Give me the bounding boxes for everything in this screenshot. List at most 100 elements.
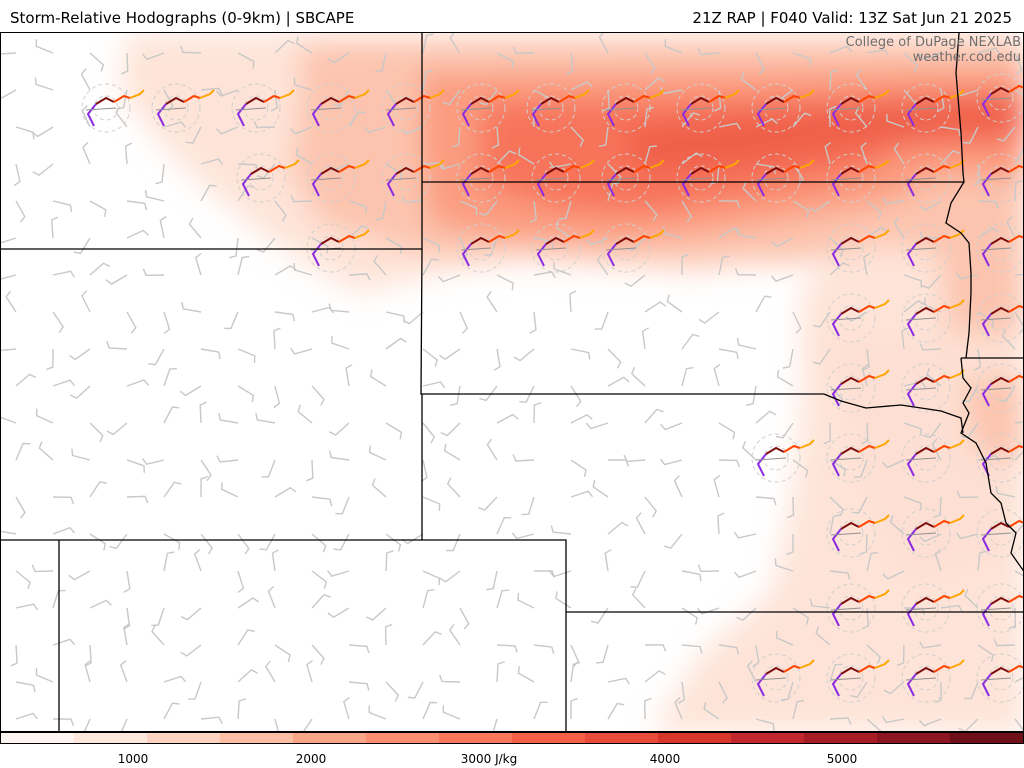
wind-barb (496, 413, 519, 424)
hodograph-range-ring (306, 83, 356, 133)
wind-barb (718, 200, 741, 208)
wind-barb (5, 290, 17, 313)
hodograph-trace (915, 666, 935, 675)
wind-barb (420, 459, 428, 483)
hodograph-range-ring (81, 83, 131, 133)
hodograph-trace (461, 103, 472, 127)
wind-barb (155, 163, 165, 185)
hodograph-range-ring (751, 653, 801, 703)
wind-barb (422, 33, 434, 54)
hodograph-trace (906, 243, 917, 267)
wind-barb (977, 311, 995, 329)
wind-barb (52, 270, 75, 278)
wind-barb (331, 336, 350, 350)
wind-barb (774, 558, 794, 572)
hodograph-trace (724, 89, 740, 99)
wind-barb (253, 120, 276, 129)
hodograph-trace (933, 234, 951, 243)
wind-barb (422, 701, 438, 720)
hodograph-range-ring (751, 153, 801, 203)
wind-barb (570, 490, 594, 498)
wind-barb (641, 327, 650, 350)
hodograph-trace (949, 439, 965, 449)
hodograph-trace (915, 596, 935, 605)
wind-barb (293, 262, 313, 276)
wind-barb (492, 718, 498, 731)
hodograph (826, 153, 890, 203)
map-title: Storm-Relative Hodographs (0-9km) | SBCA… (10, 9, 355, 27)
hodograph-range-ring (601, 83, 651, 133)
hodograph (531, 153, 595, 203)
wind-barb (121, 52, 129, 75)
wind-barb (328, 422, 350, 436)
wind-barb (256, 163, 276, 179)
storm-motion-vector (980, 677, 1012, 681)
hodograph (976, 583, 1023, 633)
storm-motion-vector (755, 457, 787, 461)
wind-barb (220, 482, 239, 498)
wind-barb (83, 718, 91, 731)
wind-barb (903, 607, 926, 616)
hodograph-trace (574, 89, 590, 99)
wind-barb (237, 698, 247, 720)
storm-motion-vector (905, 677, 937, 681)
hodograph-trace (461, 243, 472, 267)
wind-barb (1, 530, 17, 535)
wind-barb (607, 702, 625, 720)
storm-motion-vector (905, 247, 937, 251)
hodograph-trace (933, 664, 951, 673)
wind-barb (973, 163, 982, 186)
wind-barb (70, 385, 91, 399)
wind-barb (223, 311, 239, 330)
hodograph-trace (765, 446, 785, 455)
wind-barb (866, 48, 889, 56)
storm-motion-vector (830, 247, 862, 251)
colorbar-tick-label: 1000 (117, 752, 149, 766)
wind-barb (548, 570, 572, 578)
wind-barb (901, 327, 909, 350)
wind-barb (882, 570, 905, 580)
hodograph-trace (933, 444, 951, 453)
storm-motion-vector (385, 107, 417, 111)
hodograph (231, 83, 295, 133)
hodograph (526, 83, 590, 133)
wind-barb (681, 607, 698, 625)
wind-barb (68, 570, 91, 581)
hodograph-trace (874, 299, 890, 309)
wind-barb (742, 181, 757, 202)
hodograph-range-ring (826, 508, 876, 558)
wind-barb (677, 681, 686, 704)
hodograph-trace (708, 164, 726, 173)
wind-barb (607, 182, 620, 202)
colorbar-tick-label: 4000 (649, 752, 681, 766)
wind-barb (109, 533, 128, 550)
wind-barb (812, 348, 831, 365)
hodograph-trace (858, 304, 876, 313)
colorbar-segment (1, 733, 74, 743)
hodograph-trace (831, 173, 842, 197)
wind-barb (1014, 52, 1023, 76)
hodograph-trace (633, 164, 651, 173)
hodograph (976, 653, 1023, 703)
wind-barb (437, 274, 461, 283)
hodograph-range-ring (901, 153, 951, 203)
storm-motion-vector (905, 177, 937, 181)
hodograph-trace (165, 96, 185, 105)
model-run-valid-time: 21Z RAP | F040 Valid: 13Z Sat Jun 21 202… (692, 9, 1012, 27)
wind-barb (517, 147, 535, 165)
wind-barb (119, 659, 128, 683)
hodograph (601, 153, 665, 203)
storm-motion-vector (830, 532, 862, 536)
wind-barb (422, 496, 441, 511)
wind-barb (229, 237, 239, 259)
hodograph (751, 83, 815, 133)
wind-barb (215, 89, 239, 97)
wind-barb (940, 149, 961, 165)
wind-barb (52, 379, 76, 387)
map-panel[interactable]: College of DuPage NEXLAB weather.cod.edu (0, 32, 1024, 732)
wind-barb (883, 681, 905, 695)
wind-barb (333, 533, 350, 551)
wind-barb (919, 231, 942, 239)
hodograph-trace (990, 666, 1010, 675)
wind-barb (630, 366, 646, 387)
